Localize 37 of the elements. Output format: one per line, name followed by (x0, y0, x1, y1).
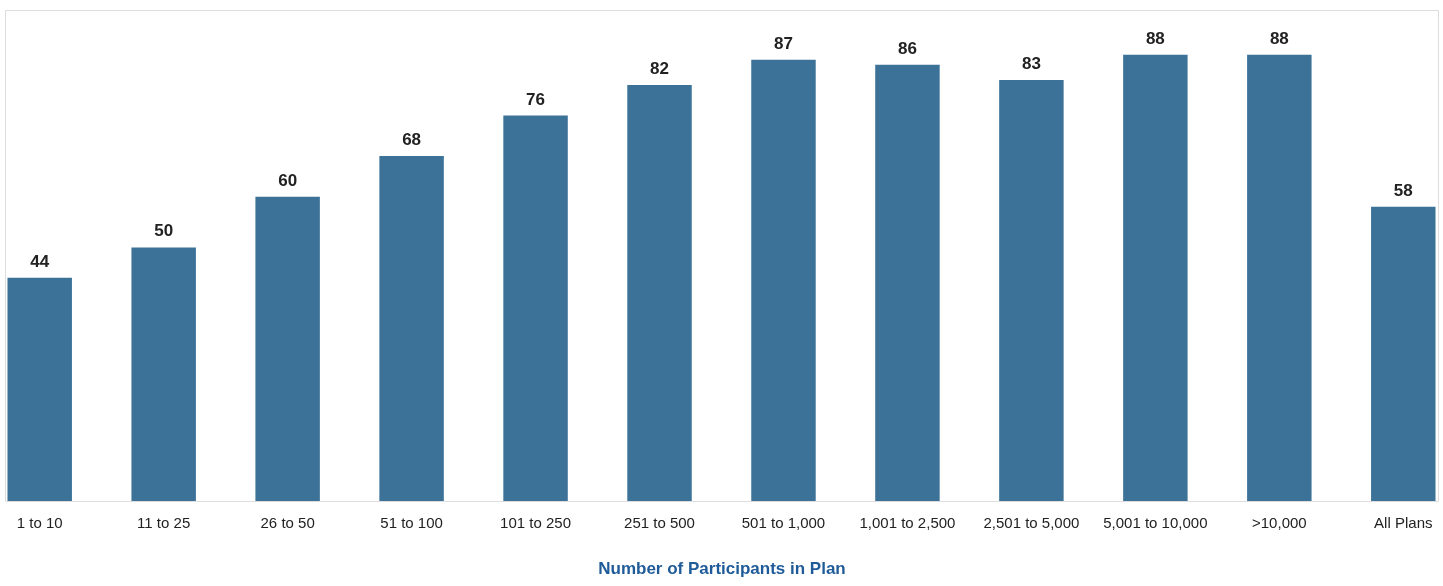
x-tick-label: 501 to 1,000 (741, 513, 826, 531)
data-label: 88 (1269, 28, 1289, 48)
x-tick-label: 1,001 to 2,500 (859, 513, 956, 531)
data-label: 87 (774, 33, 793, 53)
data-label: 88 (1145, 28, 1165, 48)
bar (1371, 206, 1436, 501)
data-label: 50 (154, 221, 174, 241)
x-tick-label: 5,001 to 10,000 (1103, 513, 1208, 531)
bar (255, 196, 320, 501)
bar (379, 156, 444, 501)
bar (7, 277, 72, 501)
x-tick-label: 251 to 500 (624, 513, 695, 531)
x-tick-label: 2,501 to 5,000 (983, 513, 1080, 531)
x-tick-label: >10,000 (1252, 513, 1307, 531)
x-tick-label: All Plans (1374, 513, 1433, 531)
bar (627, 85, 692, 501)
x-axis-title: Number of Participants in Plan (598, 558, 846, 578)
x-tick-label: 11 to 25 (137, 513, 191, 531)
x-tick-label: 26 to 50 (260, 513, 315, 531)
data-label: 82 (650, 59, 669, 79)
bar (1247, 54, 1312, 501)
data-label: 68 (402, 130, 422, 150)
bar (875, 64, 940, 501)
x-tick-label: 101 to 250 (500, 513, 572, 531)
bar (131, 247, 196, 501)
data-label: 58 (1393, 180, 1413, 200)
data-label: 76 (526, 89, 546, 109)
data-label: 44 (30, 251, 50, 271)
bar (751, 59, 816, 501)
x-tick-label: 1 to 10 (16, 513, 63, 531)
bar (503, 115, 568, 501)
data-label: 60 (278, 170, 298, 190)
data-label: 83 (1021, 54, 1041, 73)
data-label: 86 (897, 38, 917, 58)
bar (1123, 54, 1188, 501)
x-tick-label: 51 to 100 (380, 513, 443, 531)
bar (999, 80, 1064, 501)
